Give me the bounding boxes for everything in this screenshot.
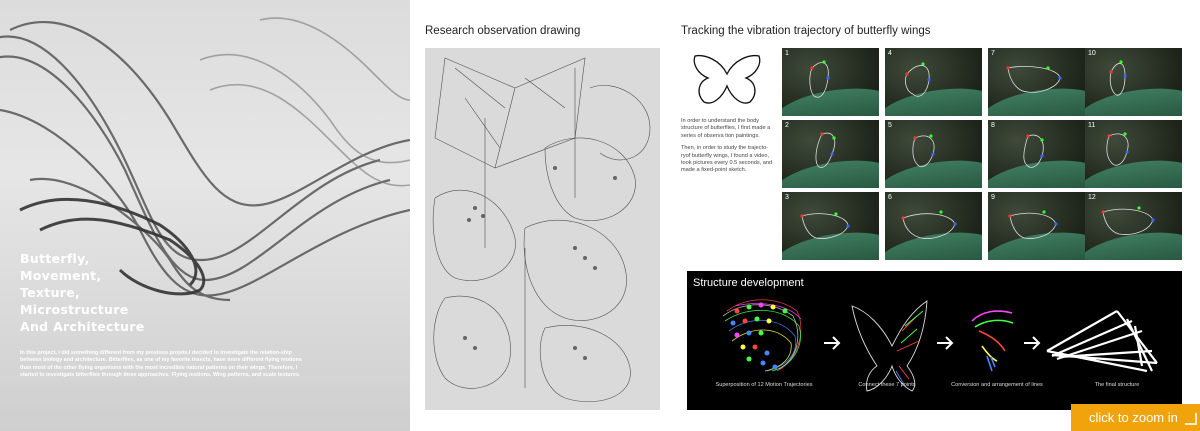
frame-number: 2 — [785, 122, 789, 129]
frame-number: 10 — [1088, 50, 1096, 57]
trajectory-frame: 8 — [988, 120, 1085, 188]
frame-number: 7 — [991, 50, 995, 57]
trajectory-frame: 11 — [1085, 120, 1182, 188]
description-paragraph: In order to understand the body structur… — [681, 118, 771, 139]
tracking-description: In order to understand the body structur… — [681, 118, 773, 180]
structure-caption: Connect these 7 points — [858, 382, 916, 388]
frame-number: 9 — [991, 194, 995, 201]
butterfly-outline-icon — [693, 54, 761, 104]
cover-title: Butterfly, Movement, Texture, Microstruc… — [20, 250, 240, 335]
cover-title-line: Texture, — [20, 285, 81, 300]
frame-number: 3 — [785, 194, 789, 201]
trajectory-frame: 6 — [885, 192, 982, 260]
frame-number: 1 — [785, 50, 789, 57]
frame-number: 4 — [888, 50, 892, 57]
trajectory-frame: 2 — [782, 120, 879, 188]
trajectory-photo-grid: 1 4 7 10 2 5 8 11 3 6 9 12 — [782, 48, 1182, 260]
cover-body-text: In this project, I did something differe… — [20, 350, 302, 379]
tracking-title: Tracking the vibration trajectory of but… — [681, 25, 931, 37]
cover-title-line: And Architecture — [20, 319, 145, 334]
trajectory-frame: 1 — [782, 48, 879, 116]
structure-diagram — [722, 299, 1158, 392]
trajectory-frame: 5 — [885, 120, 982, 188]
expand-corner-icon — [1185, 413, 1197, 425]
cover-title-line: Microstructure — [20, 302, 129, 317]
research-title: Research observation drawing — [425, 25, 581, 37]
structure-title: Structure development — [693, 277, 804, 289]
frame-number: 8 — [991, 122, 995, 129]
frame-number: 11 — [1088, 122, 1096, 129]
description-paragraph: Then, in order to study the trajecto-ryo… — [681, 145, 773, 174]
trajectory-frame: 12 — [1085, 192, 1182, 260]
frame-number: 12 — [1088, 194, 1096, 201]
cover-title-line: Butterfly, — [20, 251, 90, 266]
trajectory-frame: 7 — [988, 48, 1085, 116]
zoom-in-button[interactable]: click to zoom in — [1071, 404, 1200, 431]
research-drawing-image — [425, 48, 660, 410]
structure-development-panel: Structure development — [687, 271, 1182, 410]
cover-title-line: Movement, — [20, 268, 102, 283]
trajectory-frame: 9 — [988, 192, 1085, 260]
trajectory-frame: 3 — [782, 192, 879, 260]
frame-number: 6 — [888, 194, 892, 201]
structure-caption: The final structure — [1094, 382, 1140, 388]
frame-number: 5 — [888, 122, 892, 129]
structure-caption: Superposition of 12 Motion Trajectories — [715, 382, 813, 388]
wire-sculpture-image — [0, 17, 410, 302]
trajectory-frame: 4 — [885, 48, 982, 116]
trajectory-frame: 10 — [1085, 48, 1182, 116]
zoom-in-label: click to zoom in — [1089, 410, 1178, 425]
cover-panel: Butterfly, Movement, Texture, Microstruc… — [0, 0, 410, 431]
structure-caption: Conversion and arrangement of lines — [951, 382, 1043, 388]
